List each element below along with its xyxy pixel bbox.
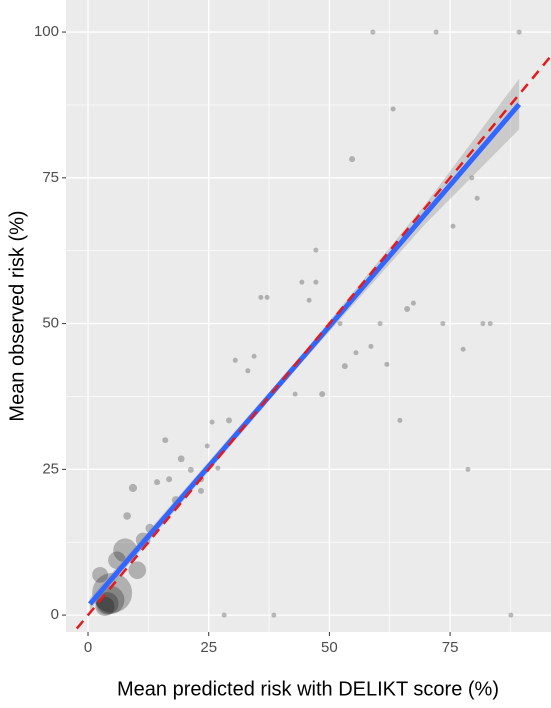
point [384,361,390,367]
plot-area [72,29,551,632]
point [123,512,131,520]
point [313,247,319,253]
x-tick-label: 0 [84,639,92,656]
point [469,175,475,181]
point [215,465,221,471]
grid [66,0,551,632]
point [474,195,480,201]
panel [66,0,551,632]
axes: 0 25 50 75 0 25 50 75 100 [34,23,458,656]
point [187,466,194,473]
point [508,612,514,618]
point [292,391,298,397]
point [397,417,403,423]
point [353,350,359,356]
point [404,306,411,312]
point [341,363,348,370]
point [319,391,326,398]
x-axis-title: Mean predicted risk with DELIKT score (%… [117,678,499,700]
point [177,455,185,463]
point [337,321,343,327]
y-tick-label: 75 [42,169,59,186]
point [251,353,257,359]
reference-line [72,55,551,632]
point [271,612,277,618]
point [487,321,493,327]
fit-line [88,102,522,606]
point [313,279,319,285]
point [299,279,305,285]
point [128,561,147,580]
point [232,357,238,363]
point [465,466,471,472]
x-tick-label: 75 [442,639,459,656]
point [450,223,456,229]
point [92,566,109,583]
point [410,300,416,306]
point [390,106,396,112]
y-tick-label: 100 [34,23,59,40]
point [349,156,356,163]
point [162,437,169,444]
point [128,483,138,493]
point [264,294,270,300]
y-tick-label: 50 [42,315,59,332]
point [209,419,215,425]
x-tick-label: 50 [321,639,338,656]
point [516,29,522,35]
point [370,29,376,35]
point [245,368,251,374]
point [440,321,446,327]
point [377,321,383,327]
point [96,585,125,615]
point [204,443,210,449]
point [480,321,486,327]
point [197,487,204,494]
point [92,572,133,613]
y-tick-label: 0 [51,606,59,623]
y-axis-title: Mean observed risk (%) [6,210,28,421]
point [225,417,232,424]
point [460,346,466,352]
y-tick-label: 25 [42,460,59,477]
point [258,294,264,300]
point [306,297,312,303]
point [166,476,173,483]
point [368,343,374,349]
point [221,612,227,618]
point [433,29,439,35]
x-tick-label: 25 [200,639,217,656]
point [154,479,161,486]
